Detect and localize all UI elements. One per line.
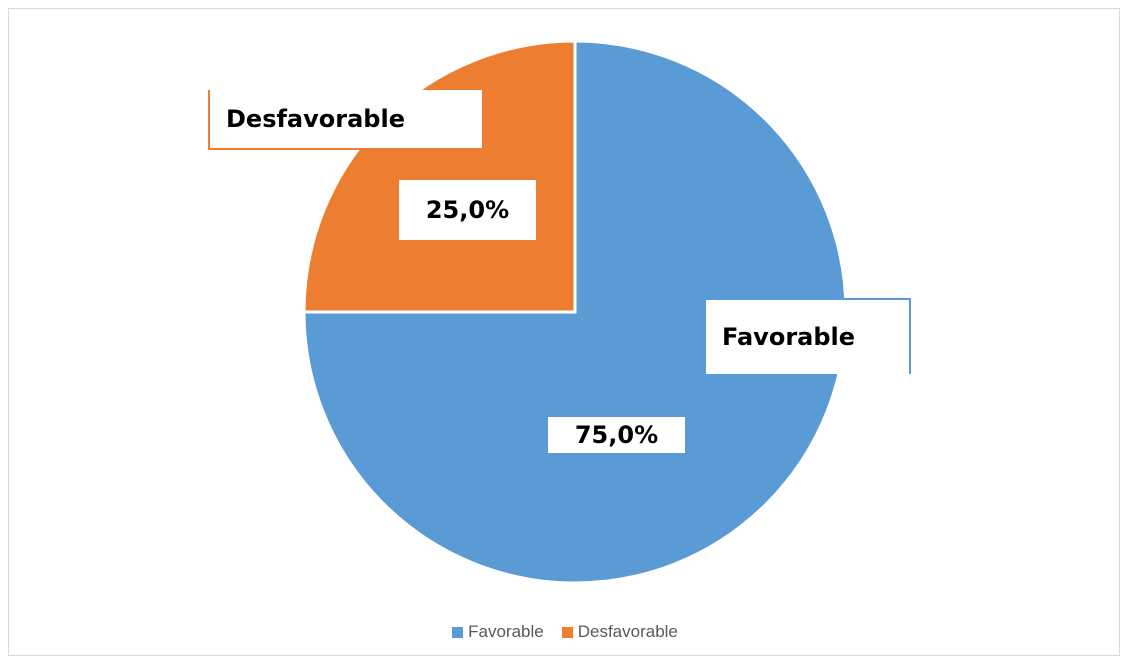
chart-legend: Favorable Desfavorable <box>0 622 1130 642</box>
slice-value-label-desfavorable: 25,0% <box>399 180 536 240</box>
slice-category-label-favorable: Favorable <box>706 298 911 374</box>
legend-swatch-desfavorable <box>561 626 573 638</box>
legend-swatch-favorable <box>452 626 464 638</box>
legend-label-desfavorable: Desfavorable <box>577 622 678 641</box>
slice-category-label-desfavorable: Desfavorable <box>208 90 482 150</box>
slice-value-label-favorable: 75,0% <box>548 417 685 453</box>
pie-slice-desfavorable <box>302 39 577 314</box>
legend-item-desfavorable: Desfavorable <box>561 622 678 642</box>
pie-slice-favorable <box>302 39 848 585</box>
legend-item-favorable: Favorable <box>452 622 544 642</box>
legend-label-favorable: Favorable <box>468 622 544 641</box>
pie-slices <box>302 39 848 585</box>
